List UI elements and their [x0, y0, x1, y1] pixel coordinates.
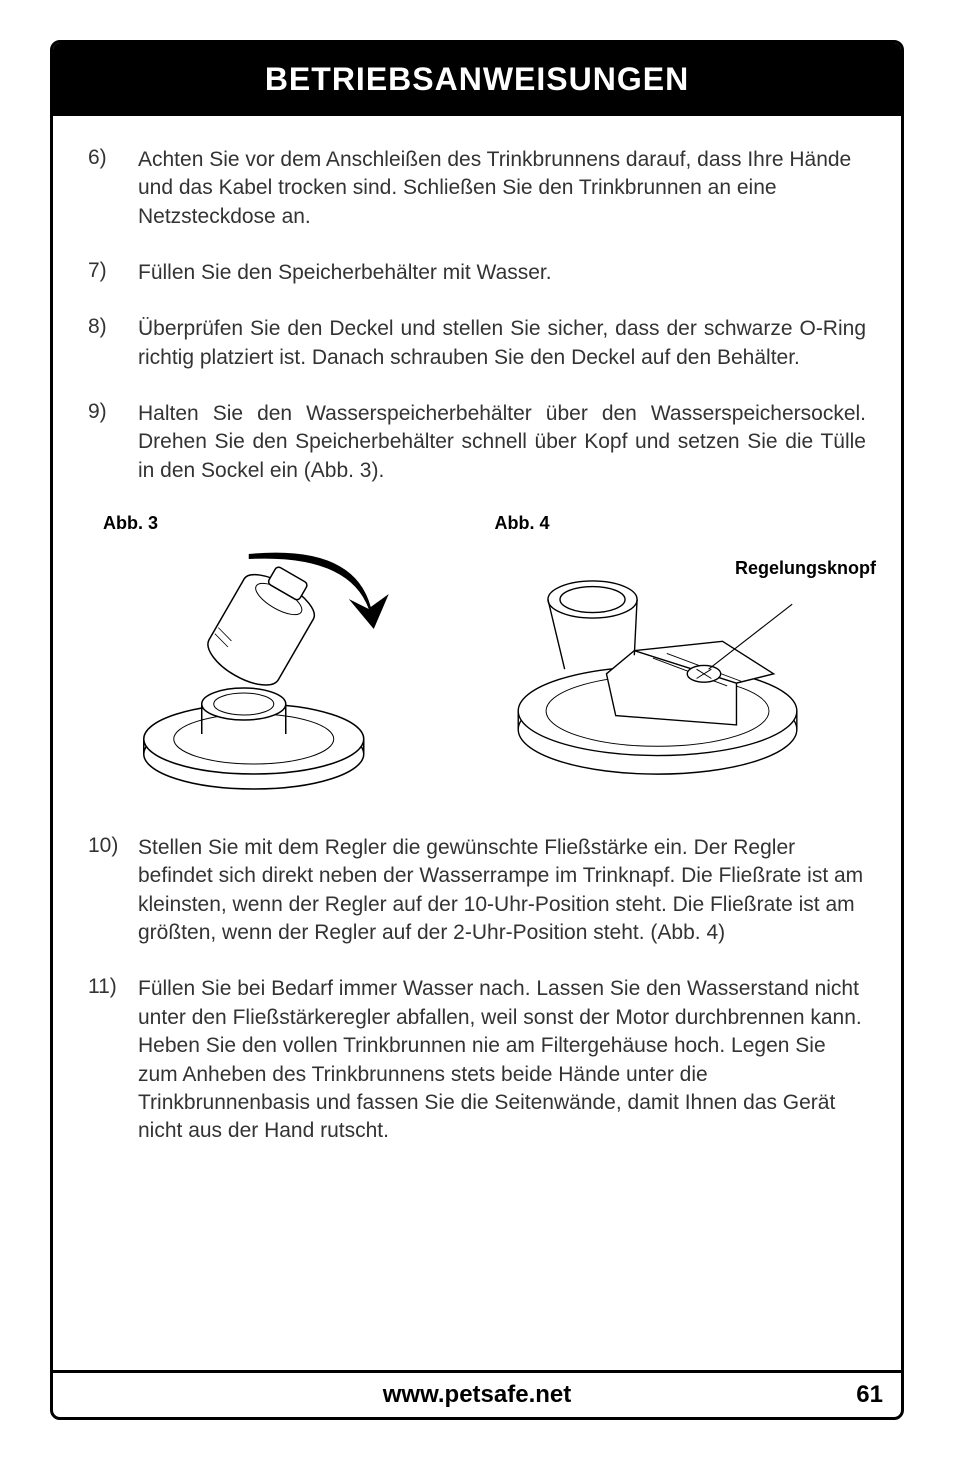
- header-bar: BETRIEBSANWEISUNGEN: [53, 43, 901, 116]
- content-area: 6) Achten Sie vor dem Anschleißen des Tr…: [53, 116, 901, 1184]
- item-number: 6): [88, 146, 138, 231]
- figure-4-label: Abb. 4: [495, 513, 867, 534]
- figure-4: Abb. 4 Regelungsknopf: [495, 513, 867, 809]
- instruction-item: 11) Füllen Sie bei Bedarf immer Wasser n…: [88, 975, 866, 1145]
- page-title: BETRIEBSANWEISUNGEN: [265, 61, 689, 97]
- footer-bar: www.petsafe.net 61: [53, 1370, 901, 1417]
- figure-3: Abb. 3: [103, 513, 475, 809]
- item-text: Füllen Sie bei Bedarf immer Wasser nach.…: [138, 975, 866, 1145]
- page-frame: BETRIEBSANWEISUNGEN 6) Achten Sie vor de…: [50, 40, 904, 1420]
- item-number: 8): [88, 315, 138, 372]
- instruction-item: 6) Achten Sie vor dem Anschleißen des Tr…: [88, 146, 866, 231]
- item-number: 9): [88, 400, 138, 485]
- item-text: Halten Sie den Wasserspeicherbehälter üb…: [138, 400, 866, 485]
- item-number: 11): [88, 975, 138, 1145]
- instruction-item: 10) Stellen Sie mit dem Regler die gewün…: [88, 834, 866, 947]
- item-text: Stellen Sie mit dem Regler die gewünscht…: [138, 834, 866, 947]
- instruction-item: 7) Füllen Sie den Speicherbehälter mit W…: [88, 259, 866, 287]
- item-text: Füllen Sie den Speicherbehälter mit Wass…: [138, 259, 866, 287]
- figure-3-illustration: [103, 539, 475, 804]
- figure-4-caption: Regelungsknopf: [735, 558, 876, 579]
- instruction-item: 9) Halten Sie den Wasserspeicherbehälter…: [88, 400, 866, 485]
- item-text: Überprüfen Sie den Deckel und stellen Si…: [138, 315, 866, 372]
- item-number: 10): [88, 834, 138, 947]
- footer-url: www.petsafe.net: [73, 1381, 881, 1409]
- instruction-item: 8) Überprüfen Sie den Deckel und stellen…: [88, 315, 866, 372]
- figures-row: Abb. 3: [103, 513, 866, 809]
- item-text: Achten Sie vor dem Anschleißen des Trink…: [138, 146, 866, 231]
- figure-3-label: Abb. 3: [103, 513, 475, 534]
- page-number: 61: [856, 1381, 883, 1409]
- item-number: 7): [88, 259, 138, 287]
